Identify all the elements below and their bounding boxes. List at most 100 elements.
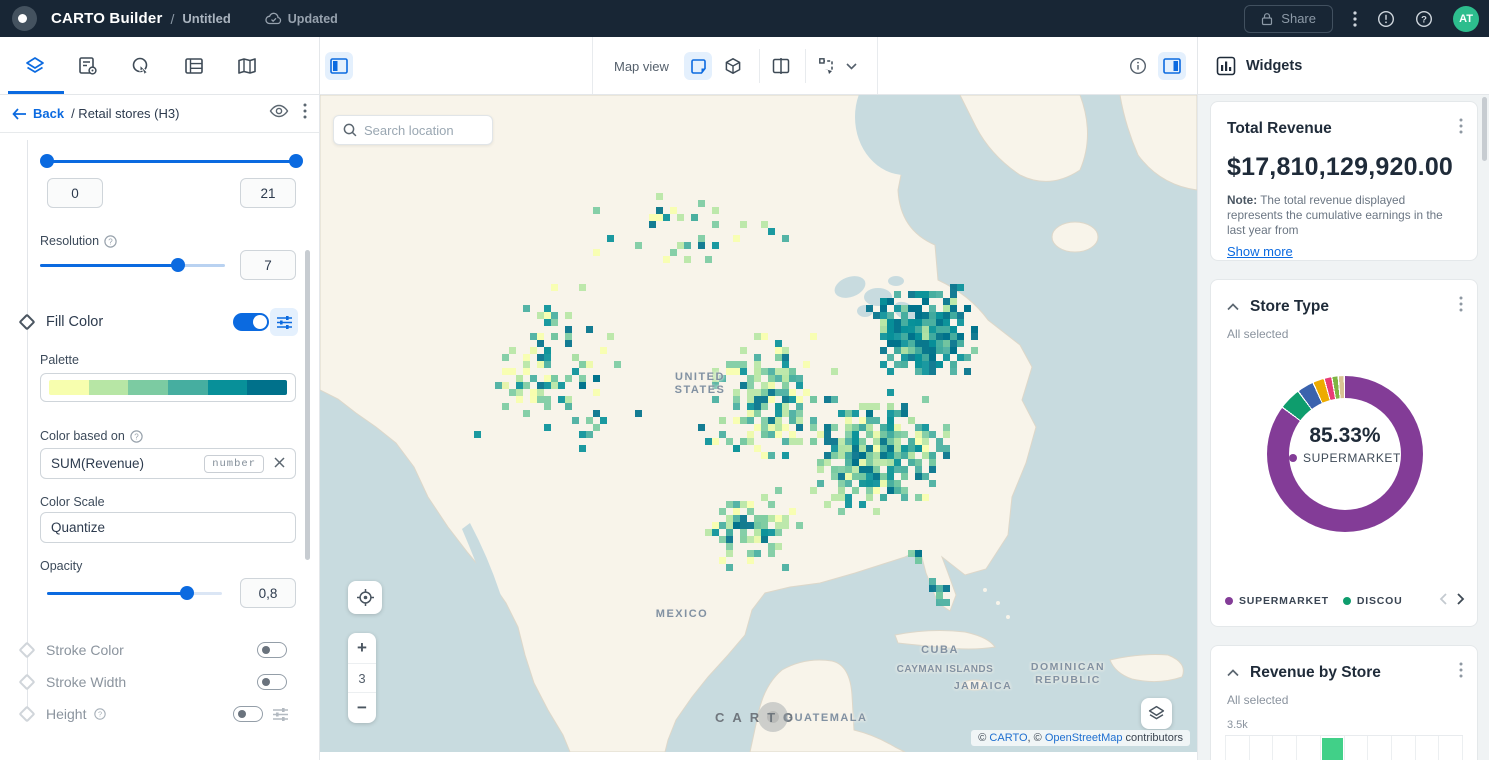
h3-cell[interactable] bbox=[866, 431, 873, 438]
h3-cell[interactable] bbox=[873, 473, 880, 480]
h3-cell[interactable] bbox=[775, 403, 782, 410]
h3-cell[interactable] bbox=[936, 361, 943, 368]
h3-cell[interactable] bbox=[817, 431, 824, 438]
carto-logo-icon[interactable] bbox=[12, 6, 37, 31]
h3-cell[interactable] bbox=[852, 431, 859, 438]
h3-cell[interactable] bbox=[502, 403, 509, 410]
h3-cell[interactable] bbox=[922, 452, 929, 459]
h3-cell[interactable] bbox=[537, 382, 544, 389]
h3-cell[interactable] bbox=[943, 305, 950, 312]
h3-cell[interactable] bbox=[964, 354, 971, 361]
h3-cell[interactable] bbox=[565, 340, 572, 347]
revenue-bar-chart[interactable] bbox=[1225, 735, 1464, 760]
h3-cell[interactable] bbox=[915, 326, 922, 333]
h3-cell[interactable] bbox=[740, 382, 747, 389]
h3-cell[interactable] bbox=[873, 508, 880, 515]
h3-cell[interactable] bbox=[922, 347, 929, 354]
h3-cell[interactable] bbox=[950, 333, 957, 340]
h3-cell[interactable] bbox=[810, 487, 817, 494]
h3-cell[interactable] bbox=[537, 333, 544, 340]
h3-cell[interactable] bbox=[768, 417, 775, 424]
h3-cell[interactable] bbox=[712, 382, 719, 389]
h3-cell[interactable] bbox=[915, 347, 922, 354]
h3-cell[interactable] bbox=[915, 431, 922, 438]
h3-cell[interactable] bbox=[754, 550, 761, 557]
h3-cell[interactable] bbox=[887, 326, 894, 333]
h3-cell[interactable] bbox=[761, 221, 768, 228]
h3-cell[interactable] bbox=[782, 564, 789, 571]
h3-cell[interactable] bbox=[698, 424, 705, 431]
h3-cell[interactable] bbox=[712, 368, 719, 375]
h3-cell[interactable] bbox=[929, 361, 936, 368]
h3-cell[interactable] bbox=[929, 578, 936, 585]
h3-cell[interactable] bbox=[684, 242, 691, 249]
h3-cell[interactable] bbox=[971, 333, 978, 340]
h3-cell[interactable] bbox=[880, 326, 887, 333]
range-handle-max[interactable] bbox=[289, 154, 303, 168]
h3-cell[interactable] bbox=[775, 410, 782, 417]
h3-cell[interactable] bbox=[887, 389, 894, 396]
h3-cell[interactable] bbox=[586, 361, 593, 368]
h3-cell[interactable] bbox=[852, 459, 859, 466]
h3-cell[interactable] bbox=[859, 473, 866, 480]
h3-cell[interactable] bbox=[530, 396, 537, 403]
h3-cell[interactable] bbox=[593, 424, 600, 431]
h3-cell[interactable] bbox=[922, 494, 929, 501]
share-button[interactable]: Share bbox=[1244, 4, 1333, 33]
h3-cell[interactable] bbox=[922, 473, 929, 480]
notifications-button[interactable] bbox=[1377, 10, 1395, 28]
h3-cell[interactable] bbox=[915, 445, 922, 452]
h3-cell[interactable] bbox=[796, 522, 803, 529]
h3-cell[interactable] bbox=[901, 305, 908, 312]
h3-cell[interactable] bbox=[852, 438, 859, 445]
h3-cell[interactable] bbox=[782, 522, 789, 529]
h3-cell[interactable] bbox=[908, 347, 915, 354]
h3-cell[interactable] bbox=[915, 466, 922, 473]
h3-cell[interactable] bbox=[894, 347, 901, 354]
h3-cell[interactable] bbox=[502, 382, 509, 389]
h3-cell[interactable] bbox=[922, 431, 929, 438]
carto-attribution-link[interactable]: CARTO bbox=[989, 732, 1028, 744]
h3-cell[interactable] bbox=[908, 438, 915, 445]
h3-cell[interactable] bbox=[887, 445, 894, 452]
h3-cell[interactable] bbox=[845, 445, 852, 452]
h3-cell[interactable] bbox=[558, 396, 565, 403]
h3-cell[interactable] bbox=[887, 480, 894, 487]
bar-column[interactable] bbox=[1297, 736, 1321, 760]
h3-cell[interactable] bbox=[880, 452, 887, 459]
opacity-slider[interactable] bbox=[47, 586, 222, 600]
h3-cell[interactable] bbox=[565, 312, 572, 319]
h3-cell[interactable] bbox=[516, 396, 523, 403]
h3-cell[interactable] bbox=[915, 557, 922, 564]
h3-cell[interactable] bbox=[670, 207, 677, 214]
h3-cell[interactable] bbox=[726, 361, 733, 368]
h3-cell[interactable] bbox=[936, 347, 943, 354]
h3-cell[interactable] bbox=[705, 438, 712, 445]
h3-cell[interactable] bbox=[810, 417, 817, 424]
h3-cell[interactable] bbox=[796, 403, 803, 410]
h3-cell[interactable] bbox=[943, 312, 950, 319]
h3-cell[interactable] bbox=[943, 445, 950, 452]
h3-cell[interactable] bbox=[782, 452, 789, 459]
h3-cell[interactable] bbox=[929, 312, 936, 319]
h3-cell[interactable] bbox=[796, 424, 803, 431]
h3-cell[interactable] bbox=[929, 452, 936, 459]
h3-cell[interactable] bbox=[971, 347, 978, 354]
h3-cell[interactable] bbox=[782, 382, 789, 389]
h3-cell[interactable] bbox=[824, 424, 831, 431]
h3-cell[interactable] bbox=[523, 382, 530, 389]
h3-cell[interactable] bbox=[726, 501, 733, 508]
h3-cell[interactable] bbox=[530, 375, 537, 382]
h3-cell[interactable] bbox=[845, 424, 852, 431]
h3-cell[interactable] bbox=[901, 347, 908, 354]
h3-cell[interactable] bbox=[586, 417, 593, 424]
h3-cell[interactable] bbox=[936, 599, 943, 606]
h3-cell[interactable] bbox=[782, 375, 789, 382]
h3-cell[interactable] bbox=[551, 319, 558, 326]
h3-cell[interactable] bbox=[957, 284, 964, 291]
bar-column[interactable] bbox=[1345, 736, 1369, 760]
h3-cell[interactable] bbox=[845, 410, 852, 417]
color-scale-select[interactable]: Quantize bbox=[40, 512, 296, 543]
h3-cell[interactable] bbox=[593, 389, 600, 396]
h3-cell[interactable] bbox=[782, 403, 789, 410]
